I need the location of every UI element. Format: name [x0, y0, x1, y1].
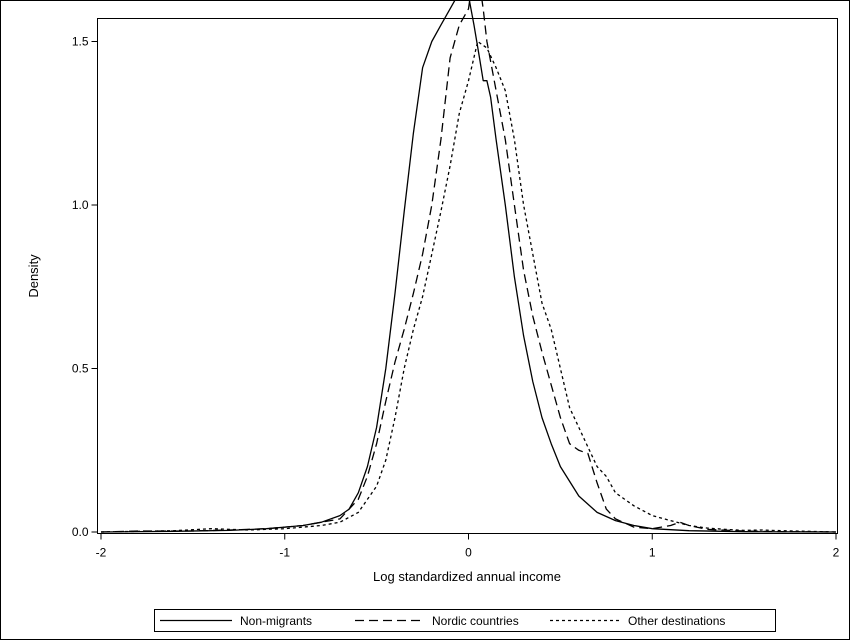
legend: Non-migrants Nordic countries Other destin…	[154, 609, 776, 632]
y-tick-label: 0.5	[72, 362, 89, 376]
plot-area	[97, 18, 838, 534]
x-tick-label: -1	[279, 546, 290, 560]
x-tick-label: 1	[649, 546, 656, 560]
x-tick-label: 0	[465, 546, 472, 560]
x-tick-label: -2	[96, 546, 107, 560]
x-tick-label: 2	[833, 546, 840, 560]
x-axis-title: Log standardized annual income	[373, 569, 561, 584]
legend-label-1: Non-migrants	[240, 614, 312, 628]
x-axis: -2 -1 0 1 2	[96, 533, 840, 560]
series-line-2	[100, 0, 837, 533]
y-axis: 0.0 0.5 1.0 1.5	[72, 35, 98, 539]
series-line-1	[100, 0, 837, 533]
y-axis-title: Density	[26, 254, 41, 298]
series-layer	[100, 0, 837, 533]
legend-box	[154, 609, 776, 632]
series-line-3	[100, 40, 837, 533]
legend-label-3: Other destinations	[628, 614, 725, 628]
legend-label-2: Nordic countries	[432, 614, 519, 628]
y-tick-label: 0.0	[72, 525, 89, 539]
y-tick-label: 1.0	[72, 198, 89, 212]
y-tick-label: 1.5	[72, 35, 89, 49]
